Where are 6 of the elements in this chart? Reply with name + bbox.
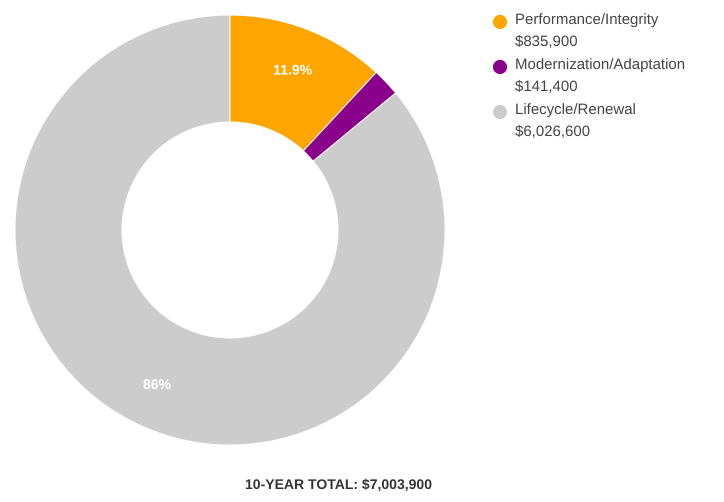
donut-slice (14, 14, 446, 446)
data-label: 11.9% (273, 61, 313, 78)
legend-label: Lifecycle/Renewal $6,026,600 (515, 101, 636, 140)
legend-label: Modernization/Adaptation $141,400 (515, 56, 686, 95)
legend-label: Performance/Integrity $835,900 (515, 11, 659, 50)
text: 10-YEAR TOTAL: $7,003,900 (245, 476, 432, 492)
